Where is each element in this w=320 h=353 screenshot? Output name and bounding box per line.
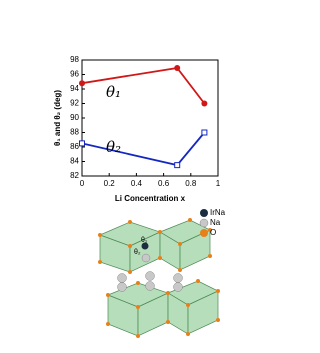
- y-tick-label: 96: [70, 70, 79, 79]
- y-tick-label: 84: [70, 157, 79, 166]
- o-atom: [106, 293, 110, 297]
- o-atom: [136, 281, 140, 285]
- o-atom: [196, 279, 200, 283]
- na-atom: [141, 253, 151, 263]
- o-atom: [186, 332, 190, 336]
- o-atom: [128, 270, 132, 274]
- y-axis-label: θ₁ and θ₂ (deg): [53, 90, 62, 146]
- angle-label: θ₁: [141, 237, 148, 244]
- o-atom: [186, 303, 190, 307]
- y-tick-label: 82: [70, 171, 79, 180]
- structure: θ₁ θ₂ IrNa Na O: [98, 208, 226, 338]
- legend-label: Na: [210, 218, 221, 227]
- o-atom: [208, 228, 212, 232]
- series-line: [81, 67, 206, 105]
- o-atom: [128, 244, 132, 248]
- y-tick-label: 86: [70, 142, 79, 151]
- x-tick-label: 0.4: [131, 179, 143, 188]
- na-atom: [173, 282, 183, 292]
- legend-swatch: [200, 229, 208, 237]
- o-atom: [178, 242, 182, 246]
- legend-label: IrNa: [210, 208, 226, 217]
- o-atom: [106, 322, 110, 326]
- point: [174, 64, 181, 71]
- series-label: θ₁: [106, 83, 121, 101]
- y-tick-label: 98: [70, 55, 79, 64]
- o-atom: [216, 318, 220, 322]
- o-atom: [188, 218, 192, 222]
- x-tick-label: 0.2: [104, 179, 116, 188]
- o-atom: [178, 268, 182, 272]
- y-tick-label: 94: [70, 84, 79, 93]
- atoms: [98, 218, 220, 338]
- legend-label: O: [210, 228, 216, 237]
- o-atom: [98, 233, 102, 237]
- o-atom: [158, 256, 162, 260]
- series-line: [81, 131, 206, 167]
- point: [79, 140, 85, 147]
- na-atom: [145, 271, 155, 281]
- o-atom: [208, 254, 212, 258]
- na-atom: [173, 273, 183, 283]
- page: θ₁ θ₂ IrNa Na O Li Concentration x θ₁ an…: [53, 55, 226, 338]
- legend-swatch: [199, 218, 209, 228]
- y-tick-label: 92: [70, 99, 79, 108]
- legend-swatch: [200, 209, 208, 217]
- point: [79, 80, 85, 87]
- o-atom: [166, 320, 170, 324]
- o-atom: [98, 260, 102, 264]
- series-label: θ₂: [106, 138, 121, 156]
- ir-atom: [141, 242, 149, 250]
- x-axis-label: Li Concentration x: [115, 194, 186, 203]
- point: [201, 100, 208, 107]
- o-atom: [158, 230, 162, 234]
- x-tick-label: 0: [80, 179, 85, 188]
- y-tick-label: 90: [70, 113, 79, 122]
- x-tick-label: 0.6: [158, 179, 170, 188]
- x-tick-label: 1: [216, 179, 221, 188]
- o-atom: [136, 305, 140, 309]
- angle-label: θ₂: [134, 249, 141, 256]
- na-atom: [145, 281, 155, 291]
- y-tick-label: 88: [70, 128, 79, 137]
- na-atom: [117, 282, 127, 292]
- o-atom: [166, 291, 170, 295]
- o-atom: [128, 220, 132, 224]
- x-tick-label: 0.8: [185, 179, 197, 188]
- na-atom: [117, 273, 127, 283]
- point: [201, 129, 208, 136]
- o-atom: [216, 289, 220, 293]
- point: [174, 162, 181, 169]
- o-atom: [136, 334, 140, 338]
